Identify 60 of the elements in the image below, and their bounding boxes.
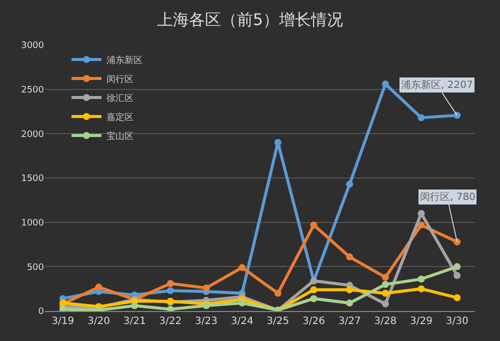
x-tick-label: 3/28 bbox=[374, 316, 397, 327]
y-tick-label: 2000 bbox=[21, 130, 44, 140]
point bbox=[382, 290, 389, 297]
y-tick-label: 500 bbox=[26, 262, 44, 273]
legend-label: 浦东新区 bbox=[106, 55, 142, 66]
point bbox=[238, 264, 246, 272]
point bbox=[59, 306, 66, 311]
x-tick-label: 3/24 bbox=[230, 316, 254, 327]
x-tick-label: 3/26 bbox=[302, 316, 325, 327]
point bbox=[346, 300, 354, 307]
point bbox=[202, 284, 210, 292]
legend-label: 宝山区 bbox=[106, 131, 134, 142]
point bbox=[166, 306, 174, 311]
point bbox=[454, 272, 461, 280]
point bbox=[418, 221, 425, 228]
chart-title: 上海各区（前5）增长情况 bbox=[156, 10, 344, 29]
point bbox=[454, 294, 461, 302]
y-tick-label: 1000 bbox=[21, 218, 44, 228]
point bbox=[382, 274, 389, 281]
point bbox=[382, 280, 389, 288]
point bbox=[382, 80, 389, 88]
point bbox=[310, 221, 318, 228]
point bbox=[418, 114, 425, 122]
point bbox=[131, 302, 138, 310]
point bbox=[310, 295, 318, 302]
point bbox=[454, 238, 461, 246]
y-tick-label: 2500 bbox=[21, 85, 44, 96]
x-tick-label: 3/20 bbox=[88, 316, 110, 327]
point bbox=[418, 210, 425, 217]
point bbox=[382, 300, 389, 308]
y-tick-label: 3000 bbox=[21, 41, 44, 52]
point bbox=[346, 180, 354, 188]
point bbox=[346, 286, 354, 294]
point bbox=[166, 287, 174, 294]
y-tick-label: 0 bbox=[38, 307, 44, 318]
x-tick-label: 3/19 bbox=[52, 316, 74, 327]
point bbox=[346, 253, 354, 260]
legend-label: 闵行区 bbox=[106, 74, 134, 86]
point bbox=[238, 300, 246, 307]
point bbox=[95, 284, 102, 291]
annotation: 浦东新区, 2207 bbox=[401, 79, 473, 91]
point bbox=[454, 112, 461, 119]
x-tick-label: 3/29 bbox=[410, 316, 432, 327]
x-tick-label: 3/22 bbox=[159, 316, 182, 327]
legend-label: 嘉定区 bbox=[106, 112, 134, 124]
x-tick-label: 3/27 bbox=[338, 316, 361, 327]
x-tick-label: 3/25 bbox=[266, 316, 290, 327]
y-tick-label: 1500 bbox=[21, 174, 44, 184]
annotation: 闵行区, 780 bbox=[420, 191, 476, 203]
legend-label: 徐汇区 bbox=[106, 93, 134, 104]
point bbox=[418, 276, 425, 283]
point bbox=[454, 263, 461, 270]
point bbox=[418, 285, 425, 292]
point bbox=[166, 280, 174, 288]
x-tick-label: 3/21 bbox=[123, 316, 146, 327]
point bbox=[274, 290, 282, 297]
x-tick-label: 3/23 bbox=[195, 316, 218, 327]
point bbox=[310, 286, 318, 294]
point bbox=[274, 139, 282, 146]
x-tick-label: 3/30 bbox=[446, 316, 468, 327]
